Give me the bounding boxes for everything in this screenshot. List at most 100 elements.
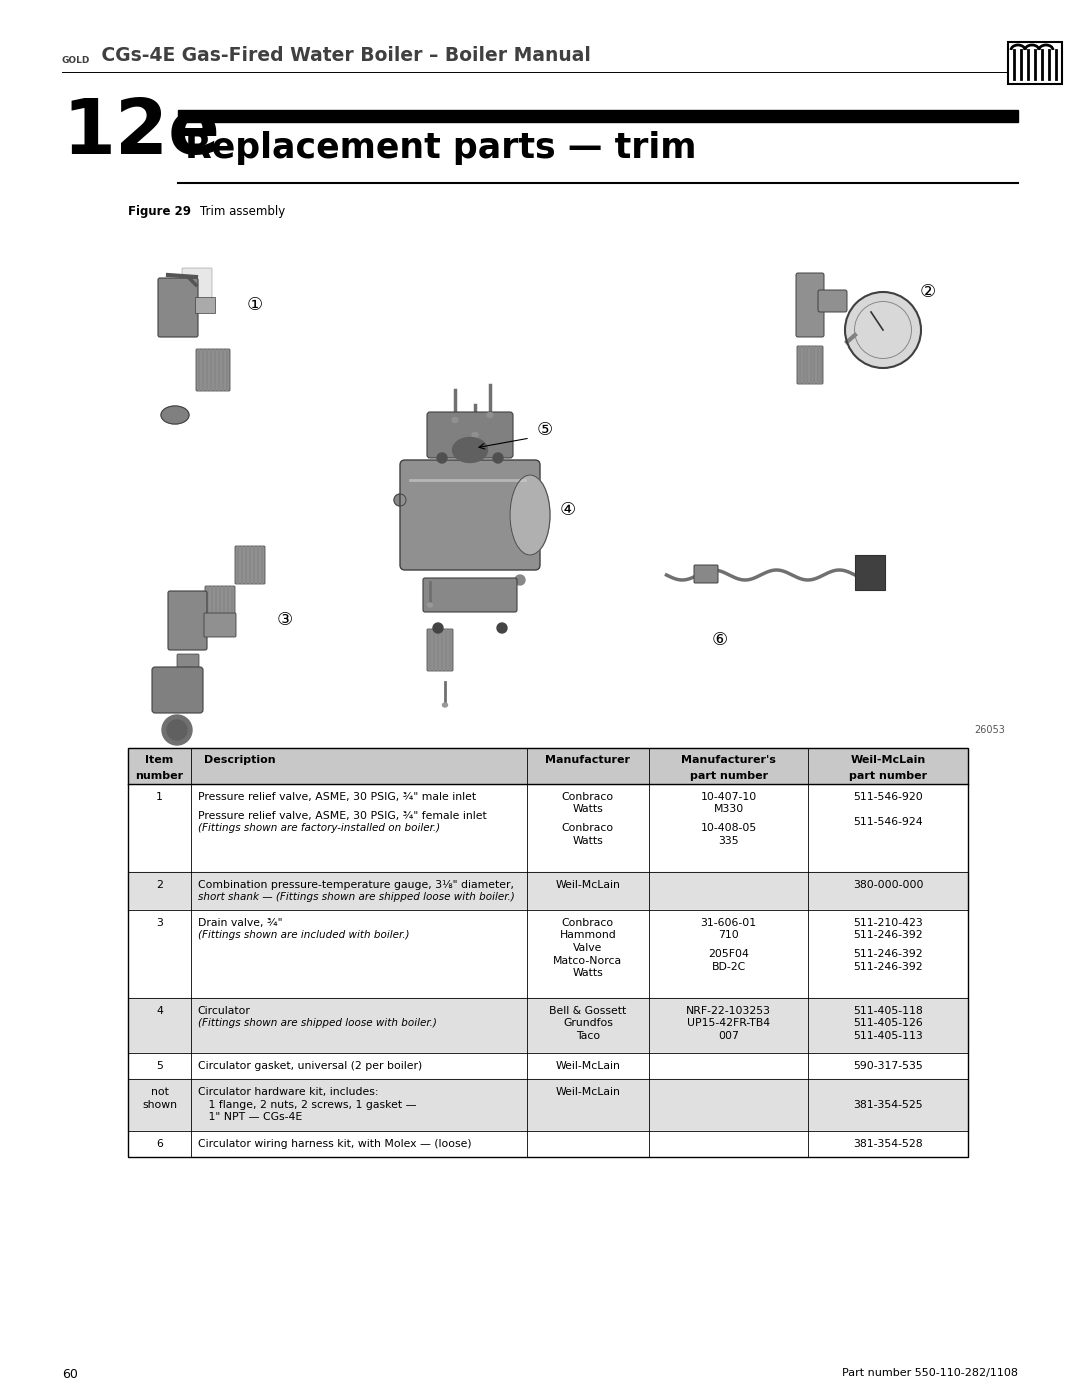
Text: Pressure relief valve, ASME, 30 PSIG, ¾" male inlet: Pressure relief valve, ASME, 30 PSIG, ¾"…: [198, 792, 476, 802]
Text: ⑥: ⑥: [712, 631, 728, 650]
Text: Valve: Valve: [573, 943, 603, 953]
FancyBboxPatch shape: [195, 349, 230, 391]
Text: 511-405-126: 511-405-126: [853, 1018, 923, 1028]
Text: Item: Item: [146, 754, 174, 766]
Text: Description: Description: [204, 754, 276, 766]
Text: Weil-McLain: Weil-McLain: [851, 754, 926, 766]
Text: (Fittings shown are factory-installed on boiler.): (Fittings shown are factory-installed on…: [198, 823, 440, 833]
FancyBboxPatch shape: [235, 546, 265, 584]
Text: 710: 710: [718, 930, 739, 940]
Text: Trim assembly: Trim assembly: [200, 205, 285, 218]
FancyBboxPatch shape: [205, 585, 235, 624]
Ellipse shape: [472, 433, 478, 437]
FancyBboxPatch shape: [400, 460, 540, 570]
Text: ⑤: ⑤: [537, 420, 553, 439]
Text: BD-2C: BD-2C: [712, 961, 745, 972]
Text: 590-317-535: 590-317-535: [853, 1060, 923, 1071]
Text: Matco-Norca: Matco-Norca: [553, 956, 622, 965]
Text: Circulator hardware kit, includes:: Circulator hardware kit, includes:: [198, 1087, 378, 1097]
Text: Watts: Watts: [572, 835, 604, 845]
Text: 511-405-118: 511-405-118: [853, 1006, 923, 1016]
Bar: [129, 784, 968, 872]
Ellipse shape: [487, 412, 492, 418]
Text: (Fittings shown are included with boiler.): (Fittings shown are included with boiler…: [198, 930, 409, 940]
Text: 6: 6: [157, 1139, 163, 1148]
Text: Hammond: Hammond: [559, 930, 617, 940]
Text: 10-408-05: 10-408-05: [701, 823, 757, 833]
Text: 1: 1: [157, 792, 163, 802]
Circle shape: [433, 623, 443, 633]
Text: Watts: Watts: [572, 968, 604, 978]
Circle shape: [394, 495, 406, 506]
Bar: [195, 298, 215, 313]
Text: 3: 3: [157, 918, 163, 928]
Text: 335: 335: [718, 835, 739, 845]
Text: 31-606-01: 31-606-01: [701, 918, 757, 928]
Text: 511-546-924: 511-546-924: [853, 817, 923, 827]
Bar: [129, 747, 968, 784]
Text: NRF-22-103253: NRF-22-103253: [686, 1006, 771, 1016]
Circle shape: [492, 453, 503, 462]
FancyBboxPatch shape: [177, 654, 199, 680]
Text: ②: ②: [920, 284, 936, 300]
Ellipse shape: [161, 407, 189, 425]
Ellipse shape: [443, 703, 447, 707]
Ellipse shape: [453, 437, 487, 462]
Text: 60: 60: [62, 1368, 78, 1382]
Text: ③: ③: [276, 610, 293, 629]
Ellipse shape: [162, 715, 192, 745]
FancyBboxPatch shape: [427, 629, 453, 671]
Text: 511-246-392: 511-246-392: [853, 930, 923, 940]
Text: 5: 5: [157, 1060, 163, 1071]
Text: Figure 29: Figure 29: [129, 205, 191, 218]
Text: 511-246-392: 511-246-392: [853, 961, 923, 972]
FancyBboxPatch shape: [152, 666, 203, 712]
Bar: [178, 110, 1018, 122]
Text: Conbraco: Conbraco: [562, 823, 613, 833]
FancyBboxPatch shape: [818, 291, 847, 312]
Circle shape: [437, 453, 447, 462]
Text: Manufacturer: Manufacturer: [545, 754, 631, 766]
Text: UP15-42FR-TB4: UP15-42FR-TB4: [687, 1018, 770, 1028]
Circle shape: [845, 292, 921, 367]
Text: Combination pressure-temperature gauge, 3⅛" diameter,: Combination pressure-temperature gauge, …: [198, 880, 514, 890]
Text: number: number: [135, 771, 184, 781]
Text: ④: ④: [559, 502, 576, 520]
Text: Part number 550-110-282/1108: Part number 550-110-282/1108: [842, 1368, 1018, 1377]
Text: CGs-4E Gas-Fired Water Boiler – Boiler Manual: CGs-4E Gas-Fired Water Boiler – Boiler M…: [95, 46, 591, 66]
Text: Watts: Watts: [572, 805, 604, 814]
Text: 10-407-10: 10-407-10: [701, 792, 757, 802]
Bar: [1008, 42, 1062, 84]
Text: 1" NPT — CGs-4E: 1" NPT — CGs-4E: [198, 1112, 302, 1122]
Text: Conbraco: Conbraco: [562, 918, 613, 928]
Text: Drain valve, ¾": Drain valve, ¾": [198, 918, 282, 928]
FancyBboxPatch shape: [423, 578, 517, 612]
Bar: [129, 872, 968, 909]
Text: 4: 4: [157, 1006, 163, 1016]
Text: 511-246-392: 511-246-392: [853, 949, 923, 960]
Text: Grundfos: Grundfos: [563, 1018, 612, 1028]
Text: Circulator: Circulator: [198, 1006, 251, 1016]
Text: Bell & Gossett: Bell & Gossett: [550, 1006, 626, 1016]
Bar: [129, 1078, 968, 1132]
FancyBboxPatch shape: [158, 278, 198, 337]
Text: 205F04: 205F04: [708, 949, 750, 960]
FancyBboxPatch shape: [204, 613, 237, 637]
Text: Circulator wiring harness kit, with Molex — (loose): Circulator wiring harness kit, with Mole…: [198, 1139, 471, 1148]
FancyBboxPatch shape: [694, 564, 718, 583]
Text: 381-354-525: 381-354-525: [853, 1099, 923, 1109]
Text: 511-546-920: 511-546-920: [853, 792, 923, 802]
Text: Replacement parts — trim: Replacement parts — trim: [185, 131, 697, 165]
FancyBboxPatch shape: [855, 555, 885, 590]
FancyBboxPatch shape: [797, 346, 823, 384]
FancyBboxPatch shape: [183, 268, 212, 307]
FancyBboxPatch shape: [427, 412, 513, 458]
Text: Weil-McLain: Weil-McLain: [555, 1087, 620, 1097]
Ellipse shape: [510, 475, 550, 555]
Text: 511-405-113: 511-405-113: [853, 1031, 923, 1041]
Text: part number: part number: [849, 771, 928, 781]
Text: short shank — (Fittings shown are shipped loose with boiler.): short shank — (Fittings shown are shippe…: [198, 893, 514, 902]
Text: Taco: Taco: [576, 1031, 600, 1041]
Text: (Fittings shown are shipped loose with boiler.): (Fittings shown are shipped loose with b…: [198, 1018, 436, 1028]
Text: M330: M330: [714, 805, 744, 814]
